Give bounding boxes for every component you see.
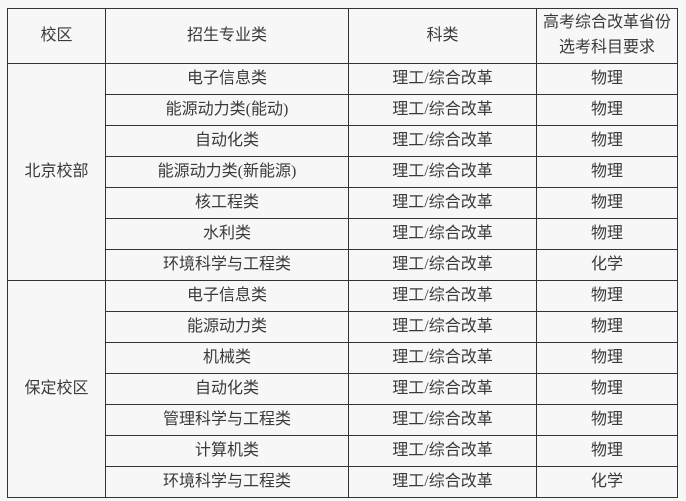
table-row: 机械类 理工/综合改革 物理 (8, 342, 678, 374)
header-campus: 校区 (7, 8, 106, 64)
header-row: 校区 招生专业类 科类 高考综合改革省份 选考科目要求 (7, 8, 678, 64)
table-row: 核工程类 理工/综合改革 物理 (8, 187, 678, 219)
major-cell: 机械类 (105, 342, 349, 374)
table-row: 自动化类 理工/综合改革 物理 (8, 373, 678, 405)
category-cell: 理工/综合改革 (348, 156, 537, 188)
category-cell: 理工/综合改革 (348, 466, 537, 498)
subject-cell: 物理 (536, 94, 678, 126)
table-row: 管理科学与工程类 理工/综合改革 物理 (8, 404, 678, 436)
table-row: 计算机类 理工/综合改革 物理 (8, 435, 678, 467)
category-cell: 理工/综合改革 (348, 125, 537, 157)
category-cell: 理工/综合改革 (348, 94, 537, 126)
campus-cell: 保定校区 (7, 280, 106, 498)
table-header: 校区 招生专业类 科类 高考综合改革省份 选考科目要求 (7, 8, 678, 64)
category-cell: 理工/综合改革 (348, 187, 537, 219)
subject-cell: 物理 (536, 311, 678, 343)
subject-cell: 物理 (536, 373, 678, 405)
subject-cell: 物理 (536, 125, 678, 157)
table-row: 自动化类 理工/综合改革 物理 (8, 125, 678, 157)
header-major: 招生专业类 (105, 8, 349, 64)
header-subject-requirement: 高考综合改革省份 选考科目要求 (536, 8, 678, 64)
category-cell: 理工/综合改革 (348, 280, 537, 312)
major-cell: 电子信息类 (105, 280, 349, 312)
category-cell: 理工/综合改革 (348, 373, 537, 405)
subject-cell: 化学 (536, 466, 678, 498)
subject-cell: 物理 (536, 435, 678, 467)
table-row: 环境科学与工程类 理工/综合改革 化学 (8, 249, 678, 281)
major-cell: 能源动力类(能动) (105, 94, 349, 126)
category-cell: 理工/综合改革 (348, 311, 537, 343)
major-cell: 能源动力类(新能源) (105, 156, 349, 188)
subject-cell: 物理 (536, 63, 678, 95)
table-row: 能源动力类 理工/综合改革 物理 (8, 311, 678, 343)
header-category: 科类 (348, 8, 537, 64)
subject-cell: 物理 (536, 280, 678, 312)
category-cell: 理工/综合改革 (348, 435, 537, 467)
major-cell: 环境科学与工程类 (105, 249, 349, 281)
category-cell: 理工/综合改革 (348, 249, 537, 281)
table-body: 北京校部 电子信息类 理工/综合改革 物理 能源动力类(能动) 理工/综合改革 物理 自动化类… (7, 63, 678, 498)
subject-cell: 物理 (536, 404, 678, 436)
subject-cell: 化学 (536, 249, 678, 281)
table-row: 水利类 理工/综合改革 物理 (8, 218, 678, 250)
major-cell: 计算机类 (105, 435, 349, 467)
major-cell: 管理科学与工程类 (105, 404, 349, 436)
subject-cell: 物理 (536, 342, 678, 374)
major-cell: 水利类 (105, 218, 349, 250)
subject-cell: 物理 (536, 187, 678, 219)
category-cell: 理工/综合改革 (348, 404, 537, 436)
major-cell: 能源动力类 (105, 311, 349, 343)
subject-cell: 物理 (536, 218, 678, 250)
major-cell: 核工程类 (105, 187, 349, 219)
subject-cell: 物理 (536, 156, 678, 188)
major-cell: 环境科学与工程类 (105, 466, 349, 498)
table-row: 能源动力类(能动) 理工/综合改革 物理 (8, 94, 678, 126)
table-row: 环境科学与工程类 理工/综合改革 化学 (8, 466, 678, 498)
campus-cell: 北京校部 (7, 63, 106, 281)
major-cell: 电子信息类 (105, 63, 349, 95)
table-row: 能源动力类(新能源) 理工/综合改革 物理 (8, 156, 678, 188)
table-row: 保定校区 电子信息类 理工/综合改革 物理 (7, 280, 678, 498)
major-cell: 自动化类 (105, 373, 349, 405)
table-row: 北京校部 电子信息类 理工/综合改革 物理 (7, 63, 678, 281)
admission-majors-table: 校区 招生专业类 科类 高考综合改革省份 选考科目要求 北京校部 电子信息类 理工/… (7, 8, 678, 498)
category-cell: 理工/综合改革 (348, 63, 537, 95)
major-cell: 自动化类 (105, 125, 349, 157)
category-cell: 理工/综合改革 (348, 342, 537, 374)
category-cell: 理工/综合改革 (348, 218, 537, 250)
